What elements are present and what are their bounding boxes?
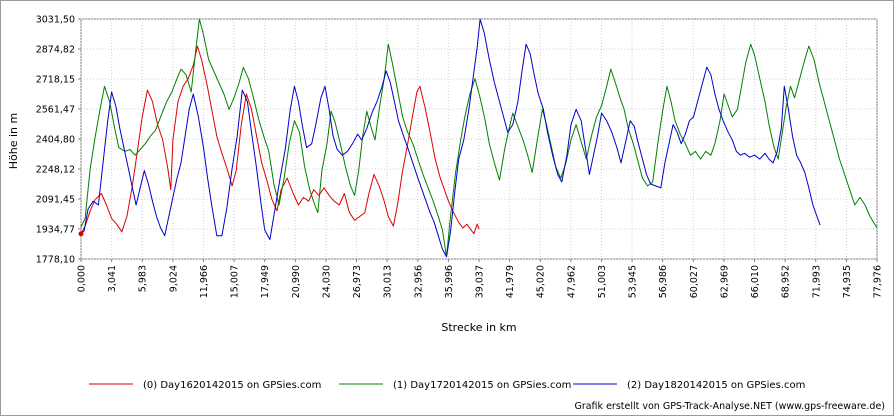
credit-text: Grafik erstellt von GPS-Track-Analyse.NE… <box>574 401 885 412</box>
x-tick-label: 66,010 <box>750 265 761 298</box>
series-line-2 <box>80 18 821 258</box>
x-tick-label: 30,013 <box>383 265 394 298</box>
x-tick-label: 45,020 <box>536 265 547 298</box>
x-tick-label: 15,007 <box>230 265 241 298</box>
x-tick-label: 71,993 <box>811 265 822 298</box>
x-tick-label: 20,990 <box>291 265 302 298</box>
x-tick-label: 3,041 <box>107 265 118 292</box>
x-axis-ticks: 0,000 3,041 5,983 9,024 11,966 15,007 17,949 20… <box>77 259 884 298</box>
y-tick-label: 2248,12 <box>36 165 75 176</box>
x-tick-label: 26,973 <box>352 265 363 298</box>
y-tick-label: 2404,80 <box>36 135 75 146</box>
x-tick-label: 74,935 <box>842 265 853 298</box>
x-tick-label: 51,003 <box>597 265 608 298</box>
y-axis-ticks: 3031,50 2874,82 2718,15 2561,47 2404,80 2248,… <box>36 15 81 266</box>
x-tick-label: 68,952 <box>781 265 792 298</box>
x-tick-label: 32,956 <box>413 265 424 298</box>
x-tick-label: 0,000 <box>77 265 88 292</box>
y-tick-label: 2718,15 <box>36 75 75 86</box>
series-lines <box>78 18 878 258</box>
y-tick-label: 2874,82 <box>36 45 75 56</box>
x-tick-label: 77,976 <box>873 265 884 298</box>
y-tick-label: 2561,47 <box>36 105 75 116</box>
series-line-1 <box>80 18 878 258</box>
x-axis-label: Strecke in km <box>441 321 516 334</box>
x-tick-label: 35,996 <box>444 265 455 298</box>
x-tick-label: 62,969 <box>719 265 730 298</box>
y-tick-label: 1934,77 <box>36 225 75 236</box>
x-tick-label: 17,949 <box>260 265 271 298</box>
x-tick-label: 53,945 <box>628 265 639 298</box>
series-line-0 <box>80 45 480 235</box>
x-tick-label: 24,030 <box>321 265 332 298</box>
x-tick-label: 9,024 <box>168 265 179 292</box>
y-axis-label: Höhe in m <box>7 113 20 169</box>
x-tick-label: 5,983 <box>138 265 149 292</box>
legend-label-2: (2) Day1820142015 on GPSies.com <box>627 380 805 391</box>
y-tick-label: 1778,10 <box>36 255 75 266</box>
legend: (0) Day1620142015 on GPSies.com (1) Day17… <box>89 380 805 391</box>
start-marker <box>78 231 84 237</box>
x-tick-label: 11,966 <box>199 265 210 298</box>
x-tick-label: 47,962 <box>566 265 577 298</box>
legend-label-1: (1) Day1720142015 on GPSies.com <box>393 380 571 391</box>
x-tick-label: 60,027 <box>689 265 700 298</box>
legend-label-0: (0) Day1620142015 on GPSies.com <box>143 380 321 391</box>
x-tick-label: 41,979 <box>505 265 516 298</box>
x-tick-label: 39,037 <box>475 265 486 298</box>
y-tick-label: 3031,50 <box>36 15 75 26</box>
y-tick-label: 2091,45 <box>36 195 75 206</box>
x-tick-label: 56,986 <box>658 265 669 298</box>
